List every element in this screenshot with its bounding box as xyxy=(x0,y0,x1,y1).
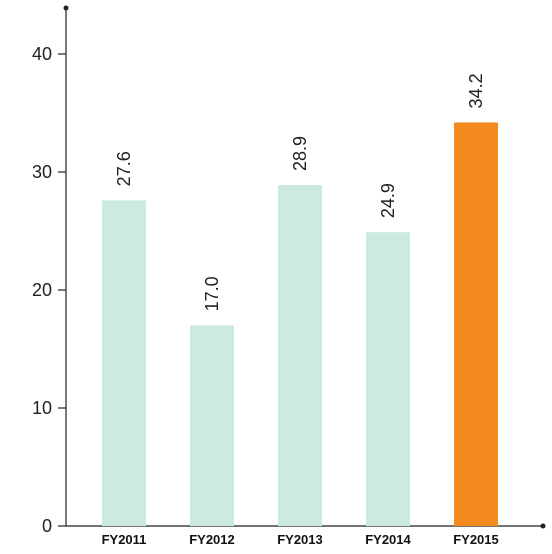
x-category-label: FY2015 xyxy=(453,532,499,547)
value-label: 17.0 xyxy=(202,276,222,311)
y-tick-label: 20 xyxy=(32,280,52,300)
y-tick-label: 30 xyxy=(32,162,52,182)
bar-fy2014 xyxy=(366,232,410,526)
y-tick-label: 40 xyxy=(32,44,52,64)
value-label: 24.9 xyxy=(378,183,398,218)
bars xyxy=(102,122,498,527)
value-labels: 27.6 17.0 28.9 24.9 34.2 xyxy=(114,73,486,311)
bar-fy2011 xyxy=(102,200,146,526)
bar-fy2013 xyxy=(278,184,322,527)
x-category-label: FY2011 xyxy=(102,532,147,547)
value-label: 27.6 xyxy=(114,151,134,186)
y-tick-label: 10 xyxy=(32,398,52,418)
x-axis-end-dot xyxy=(540,523,546,529)
y-tick-label: 0 xyxy=(42,516,52,536)
value-label: 28.9 xyxy=(290,136,310,171)
x-category-label: FY2013 xyxy=(277,532,323,547)
bar-fy2015 xyxy=(454,122,498,526)
y-axis-end-dot xyxy=(63,5,69,11)
bar-fy2012 xyxy=(190,325,234,526)
x-category-labels: FY2011 FY2012 FY2013 FY2014 FY2015 xyxy=(102,532,499,547)
x-category-label: FY2014 xyxy=(365,532,411,547)
value-label: 34.2 xyxy=(466,73,486,108)
x-category-label: FY2012 xyxy=(189,532,235,547)
y-ticks: 0 10 20 30 40 xyxy=(32,44,66,536)
